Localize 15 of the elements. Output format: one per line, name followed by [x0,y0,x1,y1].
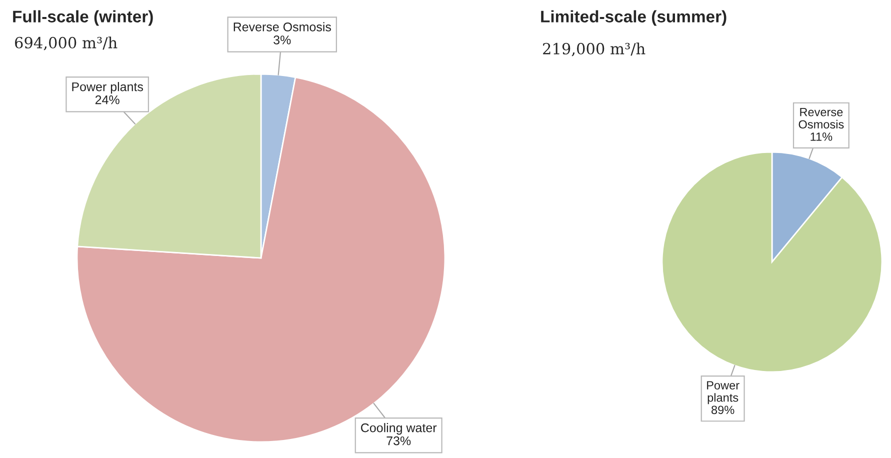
data-label: 11% [810,132,832,141]
text: 694,000 m³/h [15,36,118,50]
slice-label: Reverse Osmosis [798,108,844,129]
data-label: 73% [386,436,411,446]
chart-title: Full-scale (winter) [13,10,153,26]
slice-label: Power plants [72,82,144,94]
slice-label: Power plants [707,381,740,404]
slice-label: Reverse Osmosis [234,22,331,32]
chart-subtitle: 219,000 m³/h [543,42,646,56]
data-label: 3% [274,36,291,44]
chart-title: Limited-scale (summer) [541,10,726,26]
pie-slice [661,151,883,373]
data-label: 89% [712,406,734,414]
slice-label: Cooling water [361,423,437,435]
data-label: 24% [95,95,120,104]
